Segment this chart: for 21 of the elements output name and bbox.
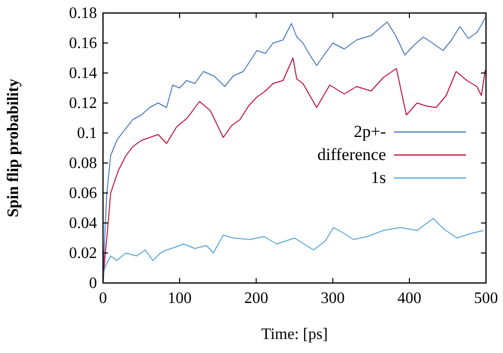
y-tick-label: 0.06 — [69, 185, 97, 202]
x-tick-label: 300 — [320, 290, 345, 307]
line-series — [102, 218, 484, 276]
y-tick-label: 0.04 — [69, 215, 97, 232]
legend-label: 2p+- — [354, 122, 386, 141]
y-tick-label: 0.1 — [77, 125, 97, 142]
x-tick-label: 500 — [474, 290, 498, 307]
legend-label: difference — [317, 145, 386, 164]
x-axis-title: Time: [ps] — [261, 326, 328, 343]
y-tick-label: 0.02 — [69, 245, 97, 262]
x-tick-label: 100 — [168, 290, 192, 307]
legend-label: 1s — [370, 168, 386, 187]
y-tick-label: 0.18 — [69, 5, 97, 22]
y-tick-label: 0.16 — [69, 35, 97, 52]
y-tick-label: 0.12 — [69, 95, 97, 112]
y-tick-label: 0.08 — [69, 155, 97, 172]
y-tick-label: 0 — [89, 275, 97, 292]
x-tick-label: 200 — [244, 290, 268, 307]
x-tick-label: 400 — [397, 290, 422, 307]
y-axis-title: Spin flip probability — [5, 78, 22, 218]
y-tick-label: 0.14 — [69, 65, 97, 82]
